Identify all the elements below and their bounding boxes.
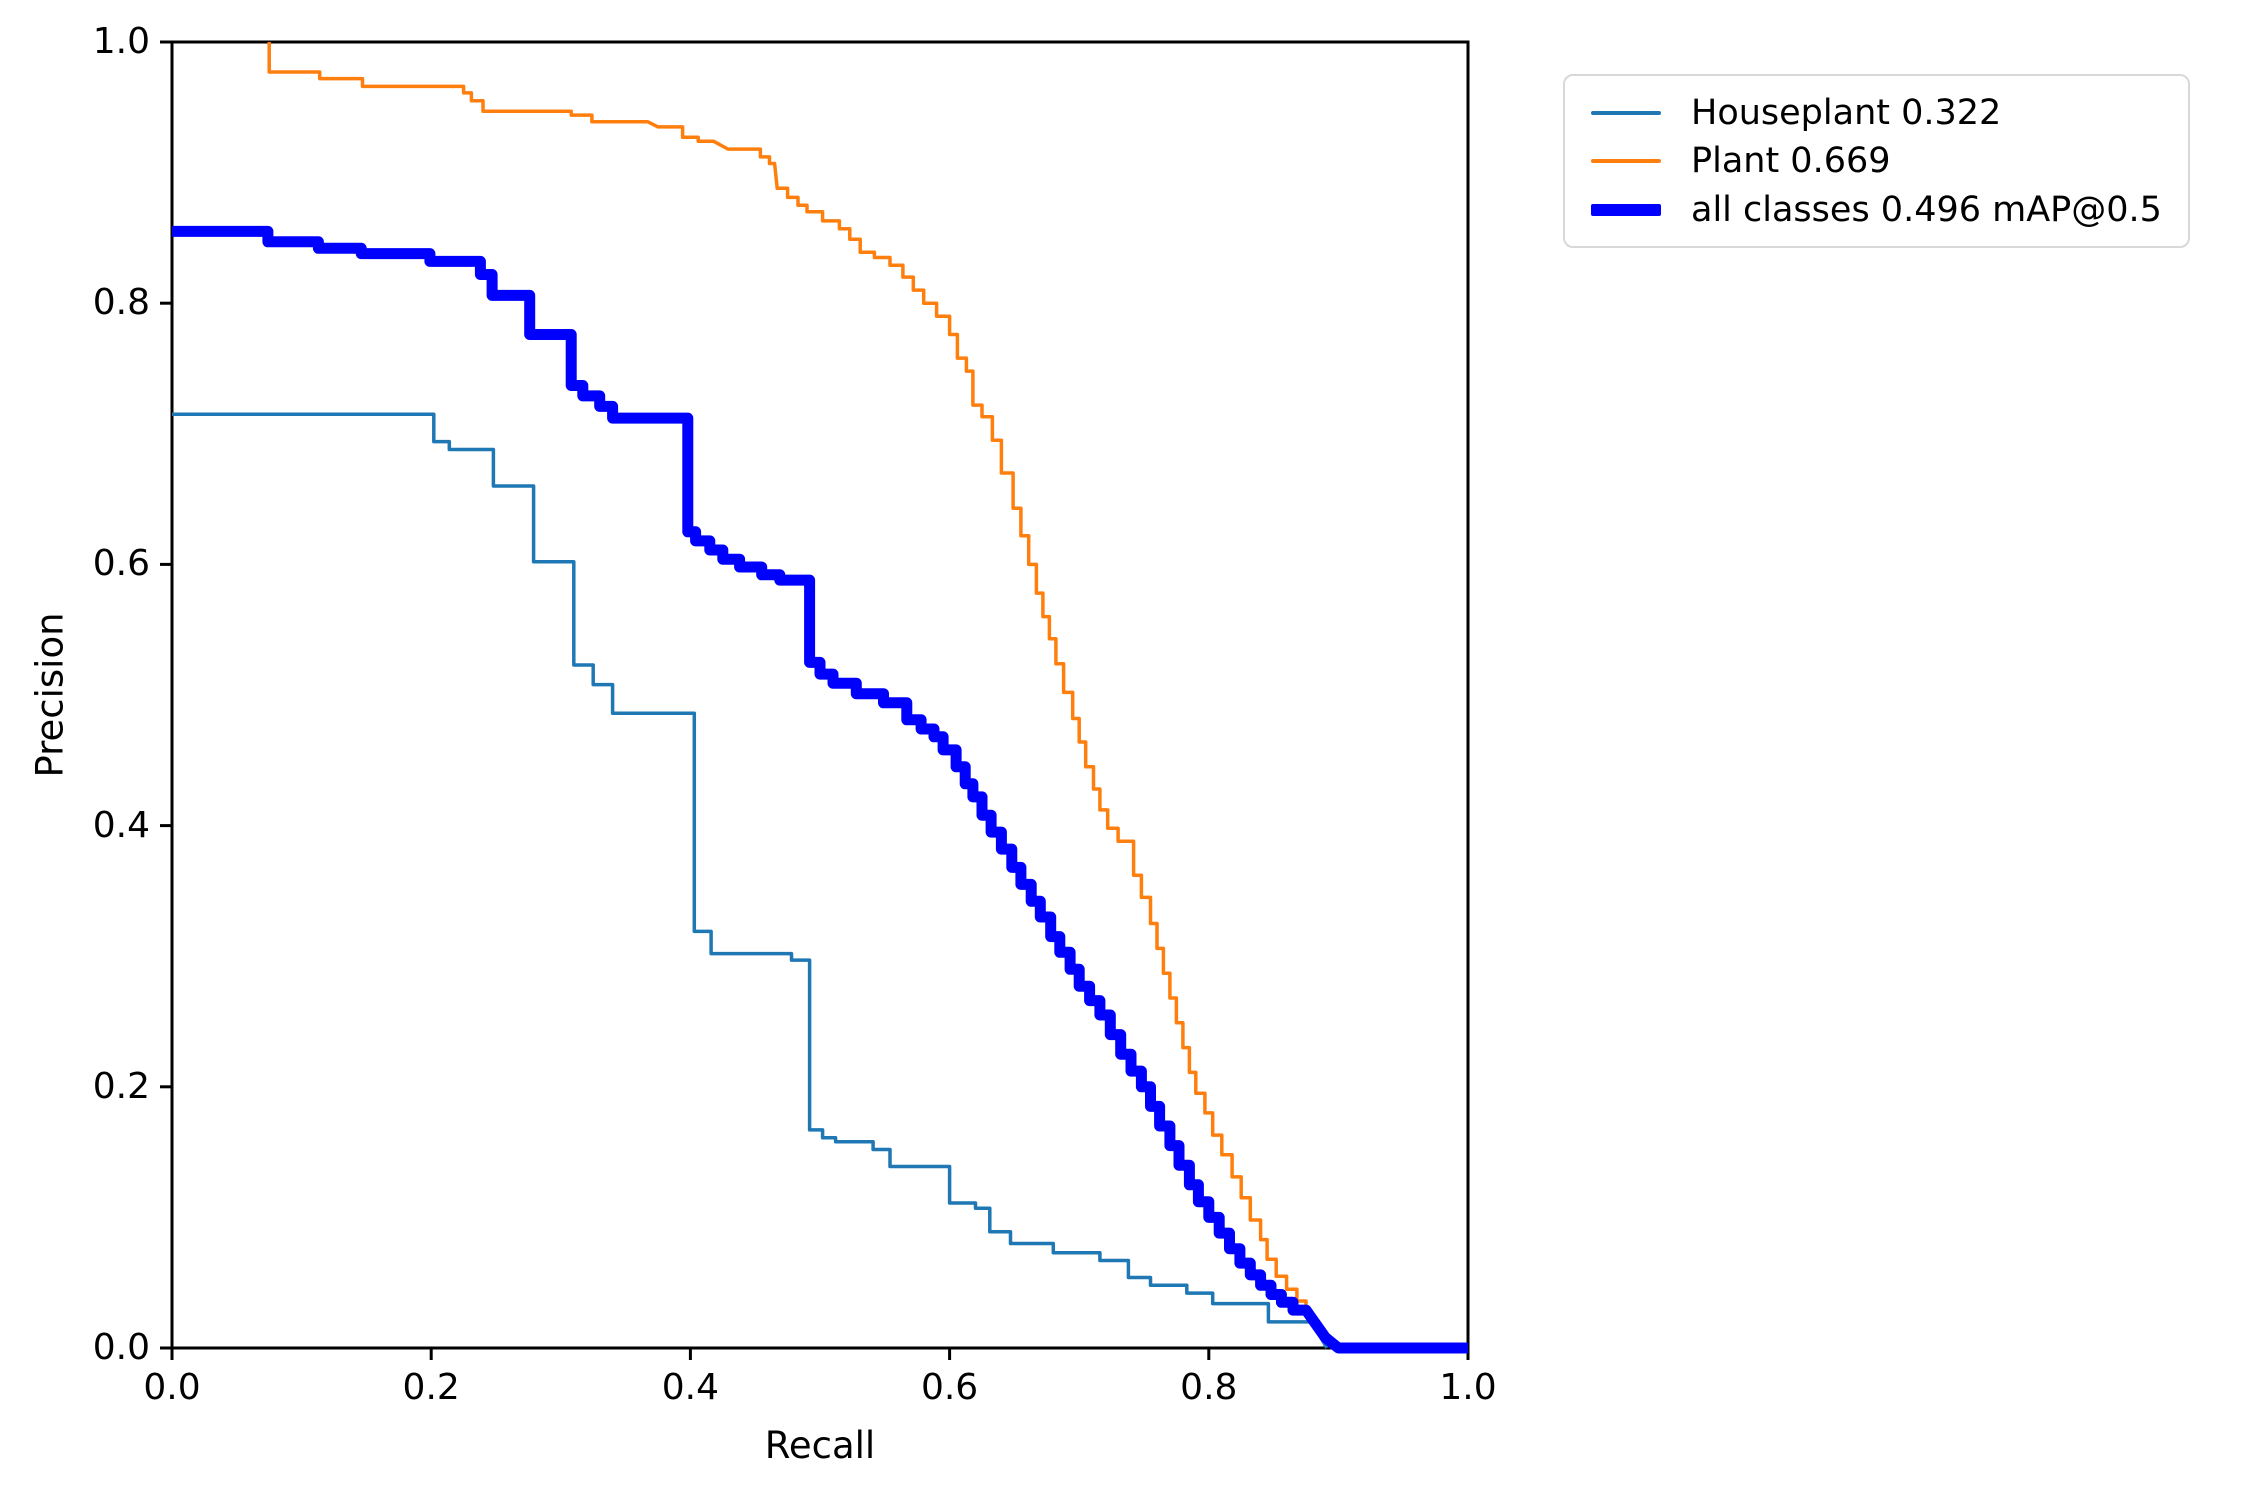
x-tick-label: 1.0: [1439, 1367, 1497, 1408]
series-line-all-classes: [172, 225, 1468, 1354]
legend-label: all classes 0.496 mAP@0.5: [1691, 189, 2162, 230]
legend-item-houseplant: Houseplant 0.322: [1565, 93, 2188, 133]
y-tick-label: 0.0: [92, 1327, 150, 1368]
x-tick-label: 0.0: [143, 1367, 201, 1408]
legend: Houseplant 0.322 Plant 0.669 all classes 0…: [1563, 74, 2190, 248]
legend-label: Plant 0.669: [1691, 141, 1891, 181]
y-tick-label: 0.4: [92, 804, 150, 846]
x-axis-label: Recall: [764, 1424, 876, 1467]
series-line-plant: [267, 42, 1335, 1350]
y-axis-label: Precision: [28, 612, 72, 778]
y-tick-label: 1.0: [92, 21, 150, 62]
x-tick-label: 0.8: [1180, 1367, 1238, 1408]
x-tick-label: 0.6: [920, 1367, 979, 1408]
legend-label: Houseplant 0.322: [1691, 92, 2002, 133]
x-tick-label: 0.4: [661, 1367, 720, 1408]
legend-line-sample-icon: [1591, 159, 1661, 163]
y-tick-label: 0.8: [92, 282, 150, 324]
plot-border: [170, 40, 1470, 1350]
legend-item-all: all classes 0.496 mAP@0.5: [1565, 190, 2188, 230]
legend-line-sample-icon: [1591, 203, 1661, 216]
legend-line-sample-icon: [1591, 110, 1661, 115]
x-tick-label: 0.2: [402, 1367, 460, 1408]
series-line-houseplant: [172, 412, 1329, 1349]
y-tick-label: 0.2: [92, 1065, 150, 1107]
legend-item-plant: Plant 0.669: [1565, 141, 2188, 181]
y-tick-label: 0.6: [92, 543, 150, 585]
